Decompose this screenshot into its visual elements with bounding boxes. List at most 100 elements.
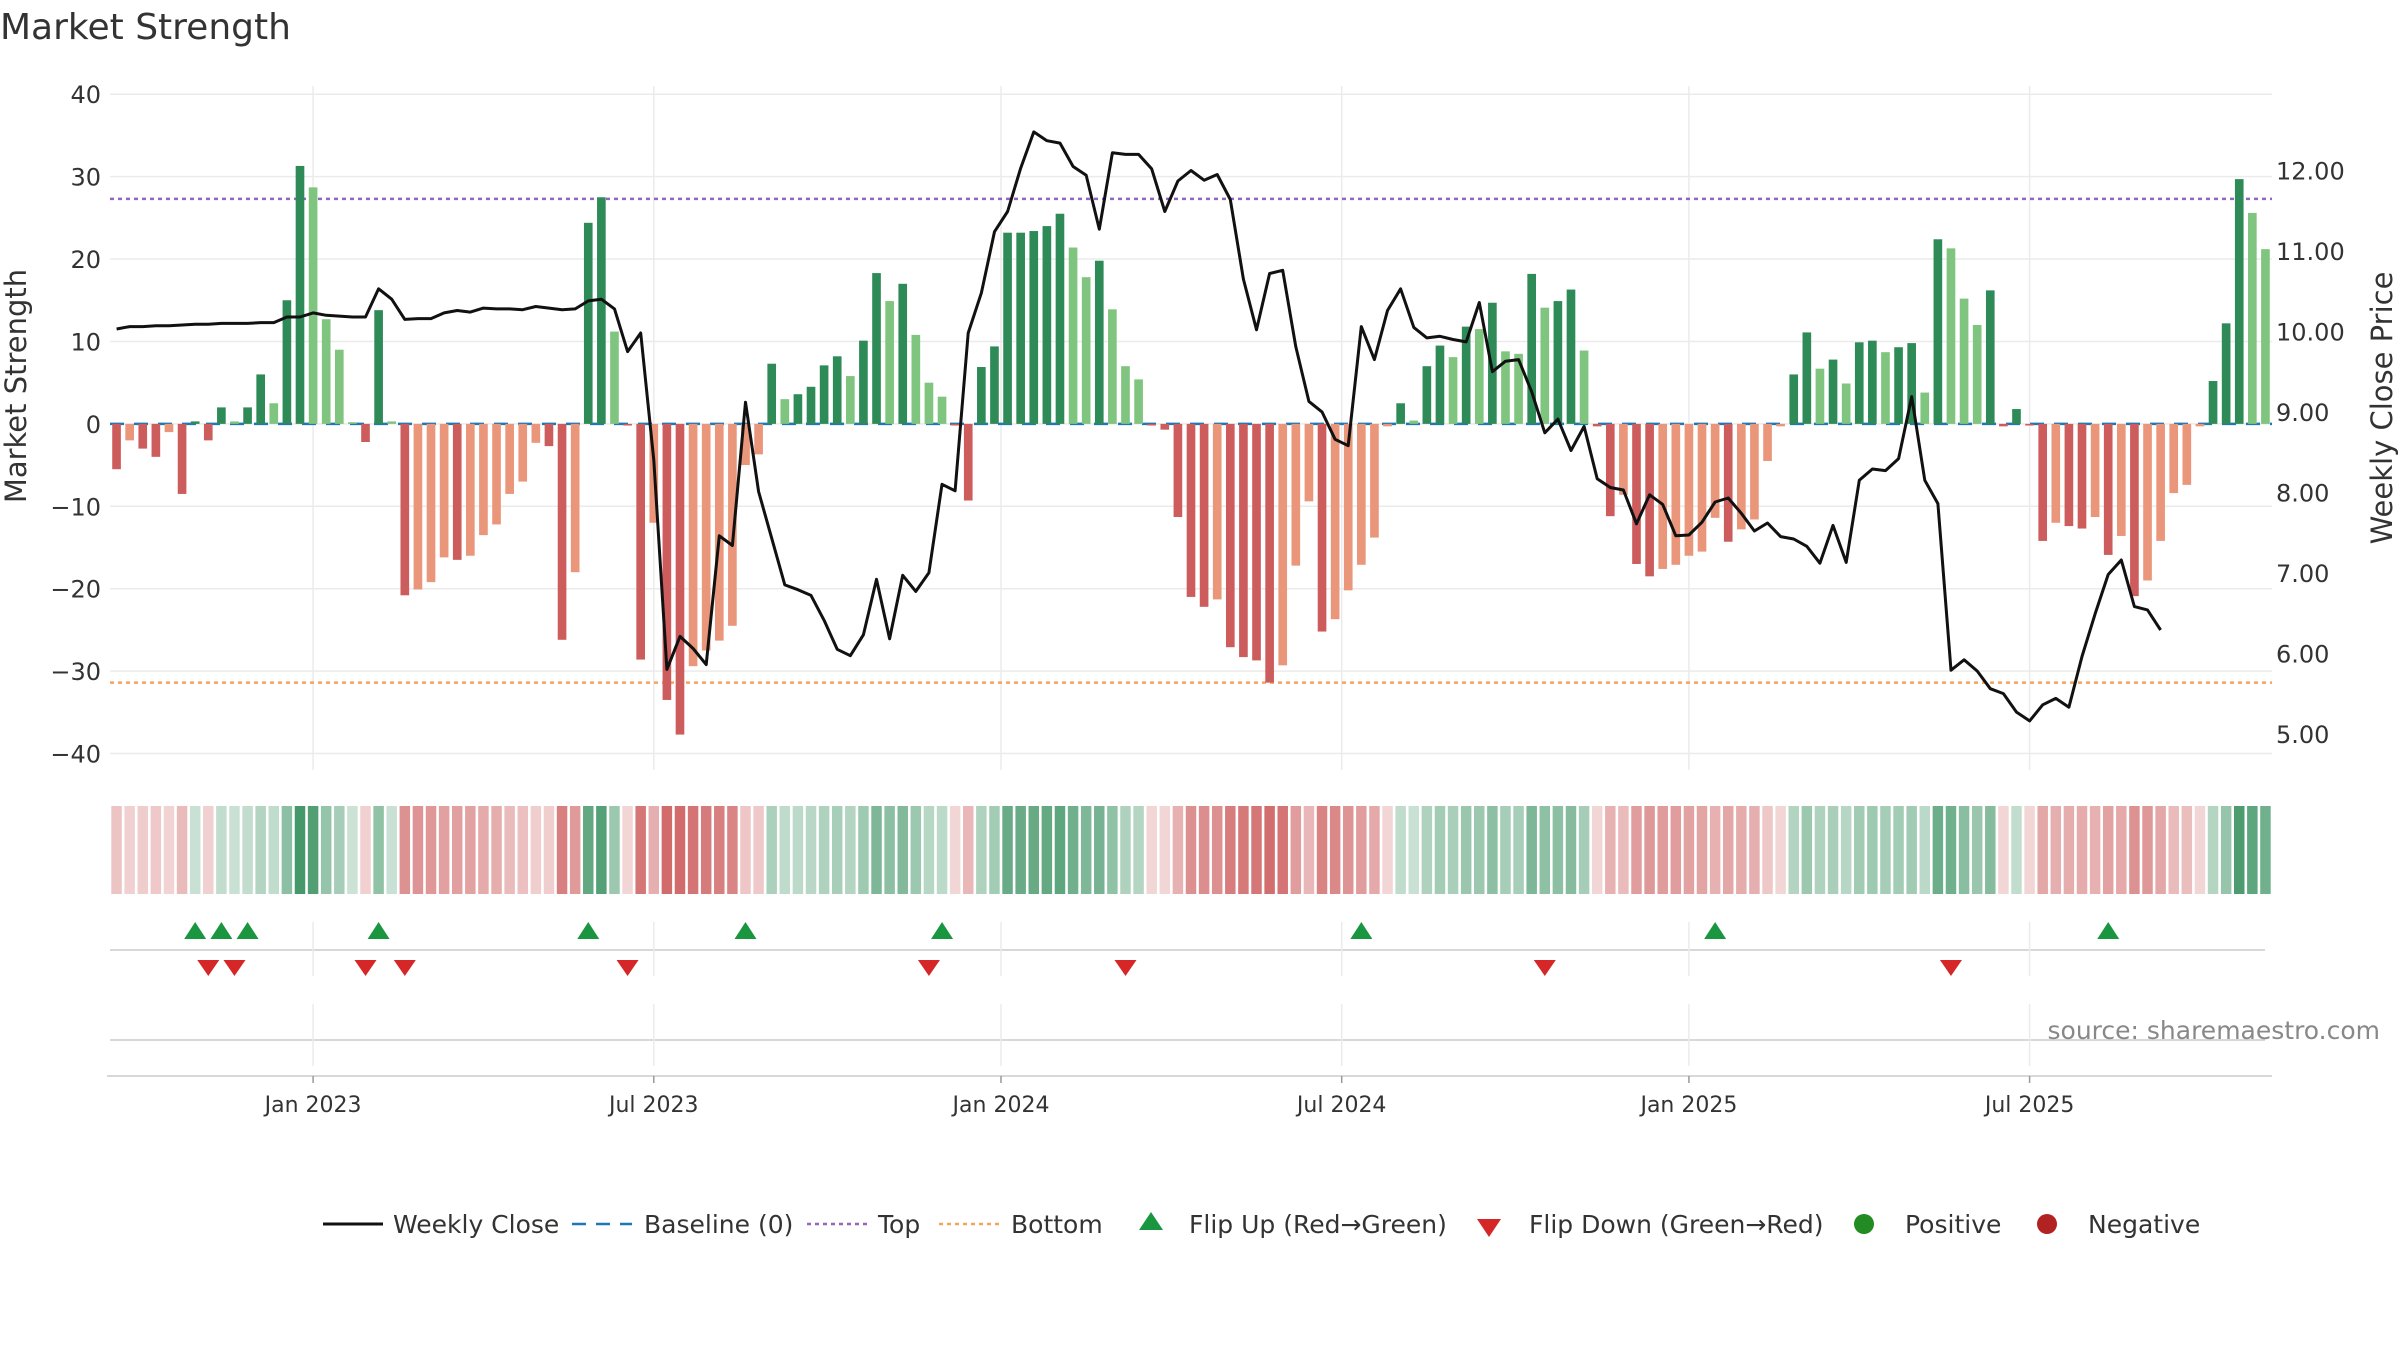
strength-bar [2038, 423, 2048, 541]
strength-bar [1186, 423, 1196, 597]
strength-bar [1225, 423, 1235, 648]
strength-bar [1776, 423, 1785, 427]
strength-bar [1239, 423, 1248, 658]
strength-bar [1383, 423, 1392, 427]
legend: Weekly Close Baseline (0) Top Bottom Fli… [323, 1210, 2200, 1239]
strength-bar [1645, 423, 1654, 577]
strength-strip-cell [1736, 806, 1747, 894]
strength-strip-cell [687, 806, 699, 894]
flip-down-marker [354, 960, 377, 976]
strength-strip-cell [805, 806, 817, 894]
legend-negative-icon [2037, 1214, 2057, 1234]
strength-strip-cell [1854, 806, 1865, 894]
strength-bar [1894, 347, 1903, 424]
strength-strip-cell [150, 806, 162, 894]
strength-bar [845, 376, 855, 424]
strength-strip-cell [1107, 806, 1118, 894]
strength-bar [1029, 231, 1039, 424]
strength-bar [872, 273, 881, 424]
strength-bar [1474, 329, 1484, 424]
strength-bar [1802, 332, 1812, 424]
strength-bar [1003, 232, 1012, 424]
y-axis-ticks: 40 30 20 10 0 −10 −20 −30 −40 12.00 11.00 10.00 9.00… [50, 81, 2344, 768]
strength-strip-cell [1002, 806, 1013, 894]
strength-bar [1068, 247, 1078, 424]
strength-bar [911, 334, 921, 424]
flip-up-marker [931, 922, 954, 939]
flip-up-marker [1704, 922, 1727, 939]
strength-bar [1999, 423, 2008, 427]
flip-up-marker [2097, 922, 2120, 939]
strength-bar [1881, 352, 1890, 424]
strength-strip-cell [1709, 806, 1721, 894]
strength-bar [1016, 232, 1025, 424]
strength-bar [256, 374, 266, 424]
strength-strip-cell [949, 806, 961, 894]
strength-bar [1121, 366, 1130, 424]
strength-strip-cell [2050, 806, 2062, 894]
strength-strip-cell [989, 806, 1000, 894]
strength-bar [1396, 403, 1405, 424]
strength-strip-cell [1985, 806, 1996, 894]
strength-strip-cell [1605, 806, 1616, 894]
strength-strip-cell [2142, 806, 2153, 894]
strength-strip-cell [1880, 806, 1891, 894]
strength-strip-cell [1788, 806, 1799, 894]
legend-positive-icon [1854, 1214, 1874, 1234]
strength-strip-cell [2234, 806, 2245, 894]
flip-down-marker [1114, 960, 1137, 976]
strength-strip-cell [1015, 806, 1026, 894]
strength-bar [924, 382, 934, 424]
strength-bar [1828, 359, 1838, 424]
strength-strip-cell [294, 806, 306, 894]
strength-bar [138, 423, 148, 449]
strength-bar [1265, 423, 1274, 683]
flip-up-marker [1350, 922, 1373, 939]
y-right-tick-label: 5.00 [2276, 721, 2329, 749]
y-left-tick-label: 0 [86, 411, 101, 439]
strength-bar [1488, 302, 1497, 424]
strength-strip-cell [425, 806, 437, 894]
y-right-tick-label: 11.00 [2276, 238, 2345, 266]
strength-bar [348, 422, 357, 424]
strength-strip-cell [1460, 806, 1472, 894]
strength-strip-cell [2168, 806, 2179, 894]
legend-baseline-label: Baseline (0) [644, 1210, 793, 1239]
strength-bar [531, 423, 541, 443]
strength-bar [190, 421, 200, 424]
strength-strip-cell [307, 806, 319, 894]
flip-down-marker [616, 960, 639, 976]
strength-strip-cell [1801, 806, 1813, 894]
strength-bar [1972, 324, 1982, 424]
strength-bar [334, 349, 344, 424]
strength-bar [1632, 423, 1641, 564]
strength-strip-cell [229, 806, 240, 894]
strength-bar [164, 423, 174, 433]
strength-bar [387, 421, 397, 424]
strength-bar [1501, 351, 1510, 424]
strength-strip-cell [2024, 806, 2035, 894]
strength-bar [1461, 326, 1471, 424]
strength-bar [1985, 290, 1995, 424]
strength-bar [1658, 423, 1668, 569]
strength-bar [1409, 420, 1419, 424]
y-left-tick-label: 20 [70, 246, 101, 274]
strength-bar [217, 407, 226, 424]
strength-strip-cell [2011, 806, 2022, 894]
strength-strip-cell [1421, 806, 1433, 894]
legend-flip-up-label: Flip Up (Red→Green) [1189, 1210, 1447, 1239]
strength-strip-cell [753, 806, 764, 894]
strength-bar [295, 165, 305, 424]
strength-bar [1291, 423, 1301, 566]
y-right-tick-label: 8.00 [2276, 479, 2329, 507]
strength-bar [203, 423, 213, 441]
legend-top-label: Top [877, 1210, 920, 1239]
strength-strip-cell [1670, 806, 1682, 894]
strength-strip-cell [2116, 806, 2127, 894]
strength-bar [2103, 423, 2113, 555]
strength-strip-cell [2037, 806, 2048, 894]
strength-bar [819, 365, 829, 424]
strength-bar [2025, 423, 2034, 426]
strength-strip-cell [1631, 806, 1642, 894]
